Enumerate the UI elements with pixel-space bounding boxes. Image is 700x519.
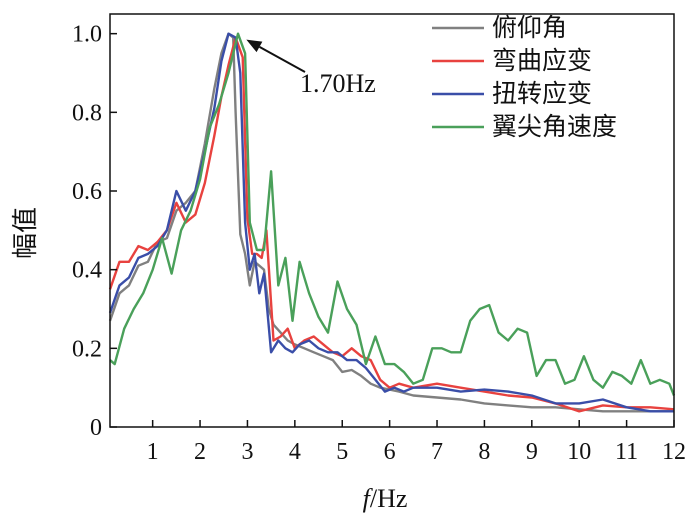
y-tick-label: 0.8: [72, 100, 102, 126]
x-tick-label: 9: [526, 439, 538, 465]
plot-frame: [109, 13, 675, 428]
x-tick-label: 3: [241, 439, 253, 465]
y-tick-label: 1.0: [72, 22, 102, 48]
legend-label-4: 翼尖角速度: [492, 112, 617, 141]
peak-annotation: 1.70Hz: [246, 39, 376, 98]
x-axis-title-italic: f: [363, 484, 374, 513]
x-tick-label: 5: [336, 439, 348, 465]
plot-lines: [108, 32, 676, 413]
x-tick-label: 1: [147, 439, 159, 465]
series-line-1: [108, 32, 674, 413]
x-tick-label: 7: [431, 439, 443, 465]
y-axis-title: 幅值: [11, 207, 40, 259]
series-line-3: [108, 32, 674, 413]
y-axis-ticks: 0 0.2 0.4 0.6 0.8 1.0: [72, 22, 117, 441]
x-tick-label: 10: [567, 439, 591, 465]
x-axis-title: f/Hz: [363, 484, 408, 513]
x-tick-label: 2: [194, 439, 206, 465]
annotation-arrow-head: [246, 39, 263, 53]
series-line-2: [108, 36, 675, 413]
y-tick-label: 0.6: [72, 179, 102, 205]
legend-label-2: 弯曲应变: [492, 46, 592, 75]
legend-label-1: 俯仰角: [492, 13, 567, 42]
x-tick-label: 12: [662, 439, 686, 465]
x-tick-label: 8: [478, 439, 490, 465]
y-tick-label: 0: [90, 415, 102, 441]
annotation-arrow-line: [258, 46, 306, 73]
x-tick-label: 11: [615, 439, 638, 465]
y-tick-label: 0.4: [72, 258, 102, 284]
x-axis-title-unit: /Hz: [370, 484, 408, 513]
x-tick-label: 6: [384, 439, 396, 465]
x-tick-label: 4: [289, 439, 301, 465]
series-line-4: [109, 32, 676, 396]
annotation-label: 1.70Hz: [300, 69, 376, 98]
legend-label-3: 扭转应变: [492, 79, 592, 108]
x-axis-ticks: 1 2 3 4 5 6 7 8 9 10 11 12: [147, 420, 686, 465]
y-tick-label: 0.2: [72, 336, 102, 362]
